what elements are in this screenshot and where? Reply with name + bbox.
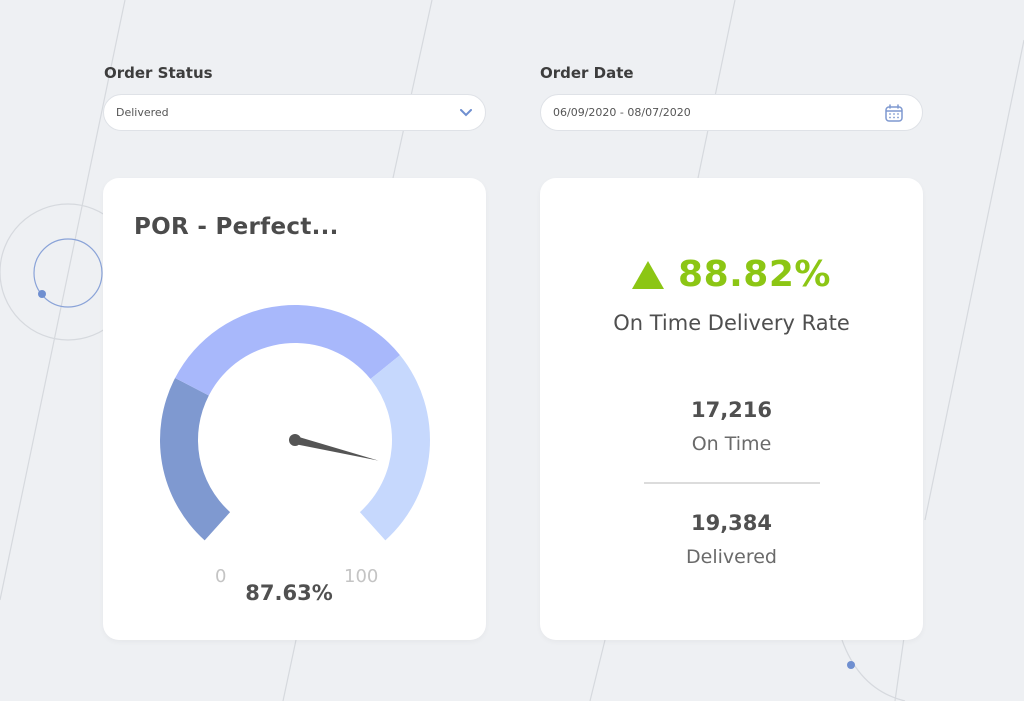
order-status-label: Order Status bbox=[104, 64, 213, 82]
gauge-needle-hub bbox=[289, 434, 301, 446]
order-status-select[interactable]: Delivered bbox=[103, 94, 486, 131]
gauge-chart bbox=[160, 305, 430, 541]
gauge-min-label: 0 bbox=[215, 566, 227, 587]
delivered-label: Delivered bbox=[686, 546, 777, 568]
order-date-range-field[interactable]: 06/09/2020 - 08/07/2020 bbox=[540, 94, 923, 131]
order-status-value: Delivered bbox=[116, 106, 169, 119]
gauge-band-high bbox=[359, 355, 430, 541]
gauge-needle bbox=[294, 436, 379, 461]
gauge-band-low bbox=[160, 377, 231, 541]
delivery-rate-label: On Time Delivery Rate bbox=[613, 311, 850, 335]
gauge-value-label: 87.63% bbox=[245, 581, 333, 605]
gauge-card-title: POR - Perfect... bbox=[134, 214, 339, 240]
trend-up-icon bbox=[632, 260, 665, 289]
divider bbox=[644, 482, 820, 484]
delivered-count: 19,384 bbox=[690, 511, 773, 535]
delivery-rate-row: 88.82% bbox=[540, 254, 923, 295]
on-time-label: On Time bbox=[691, 433, 772, 455]
order-date-label: Order Date bbox=[540, 64, 634, 82]
por-gauge-card: POR - Perfect... 0 100 87.63% bbox=[103, 178, 486, 640]
calendar-icon[interactable] bbox=[884, 103, 904, 123]
on-time-delivery-card: 88.82% On Time Delivery Rate 17,216 On T… bbox=[540, 178, 923, 640]
gauge-max-label: 100 bbox=[344, 566, 379, 587]
chevron-down-icon[interactable] bbox=[459, 106, 473, 120]
gauge-band-mid bbox=[175, 305, 401, 396]
on-time-count: 17,216 bbox=[690, 398, 773, 422]
order-date-value: 06/09/2020 - 08/07/2020 bbox=[553, 106, 691, 119]
delivery-rate-value: 88.82% bbox=[678, 254, 831, 295]
